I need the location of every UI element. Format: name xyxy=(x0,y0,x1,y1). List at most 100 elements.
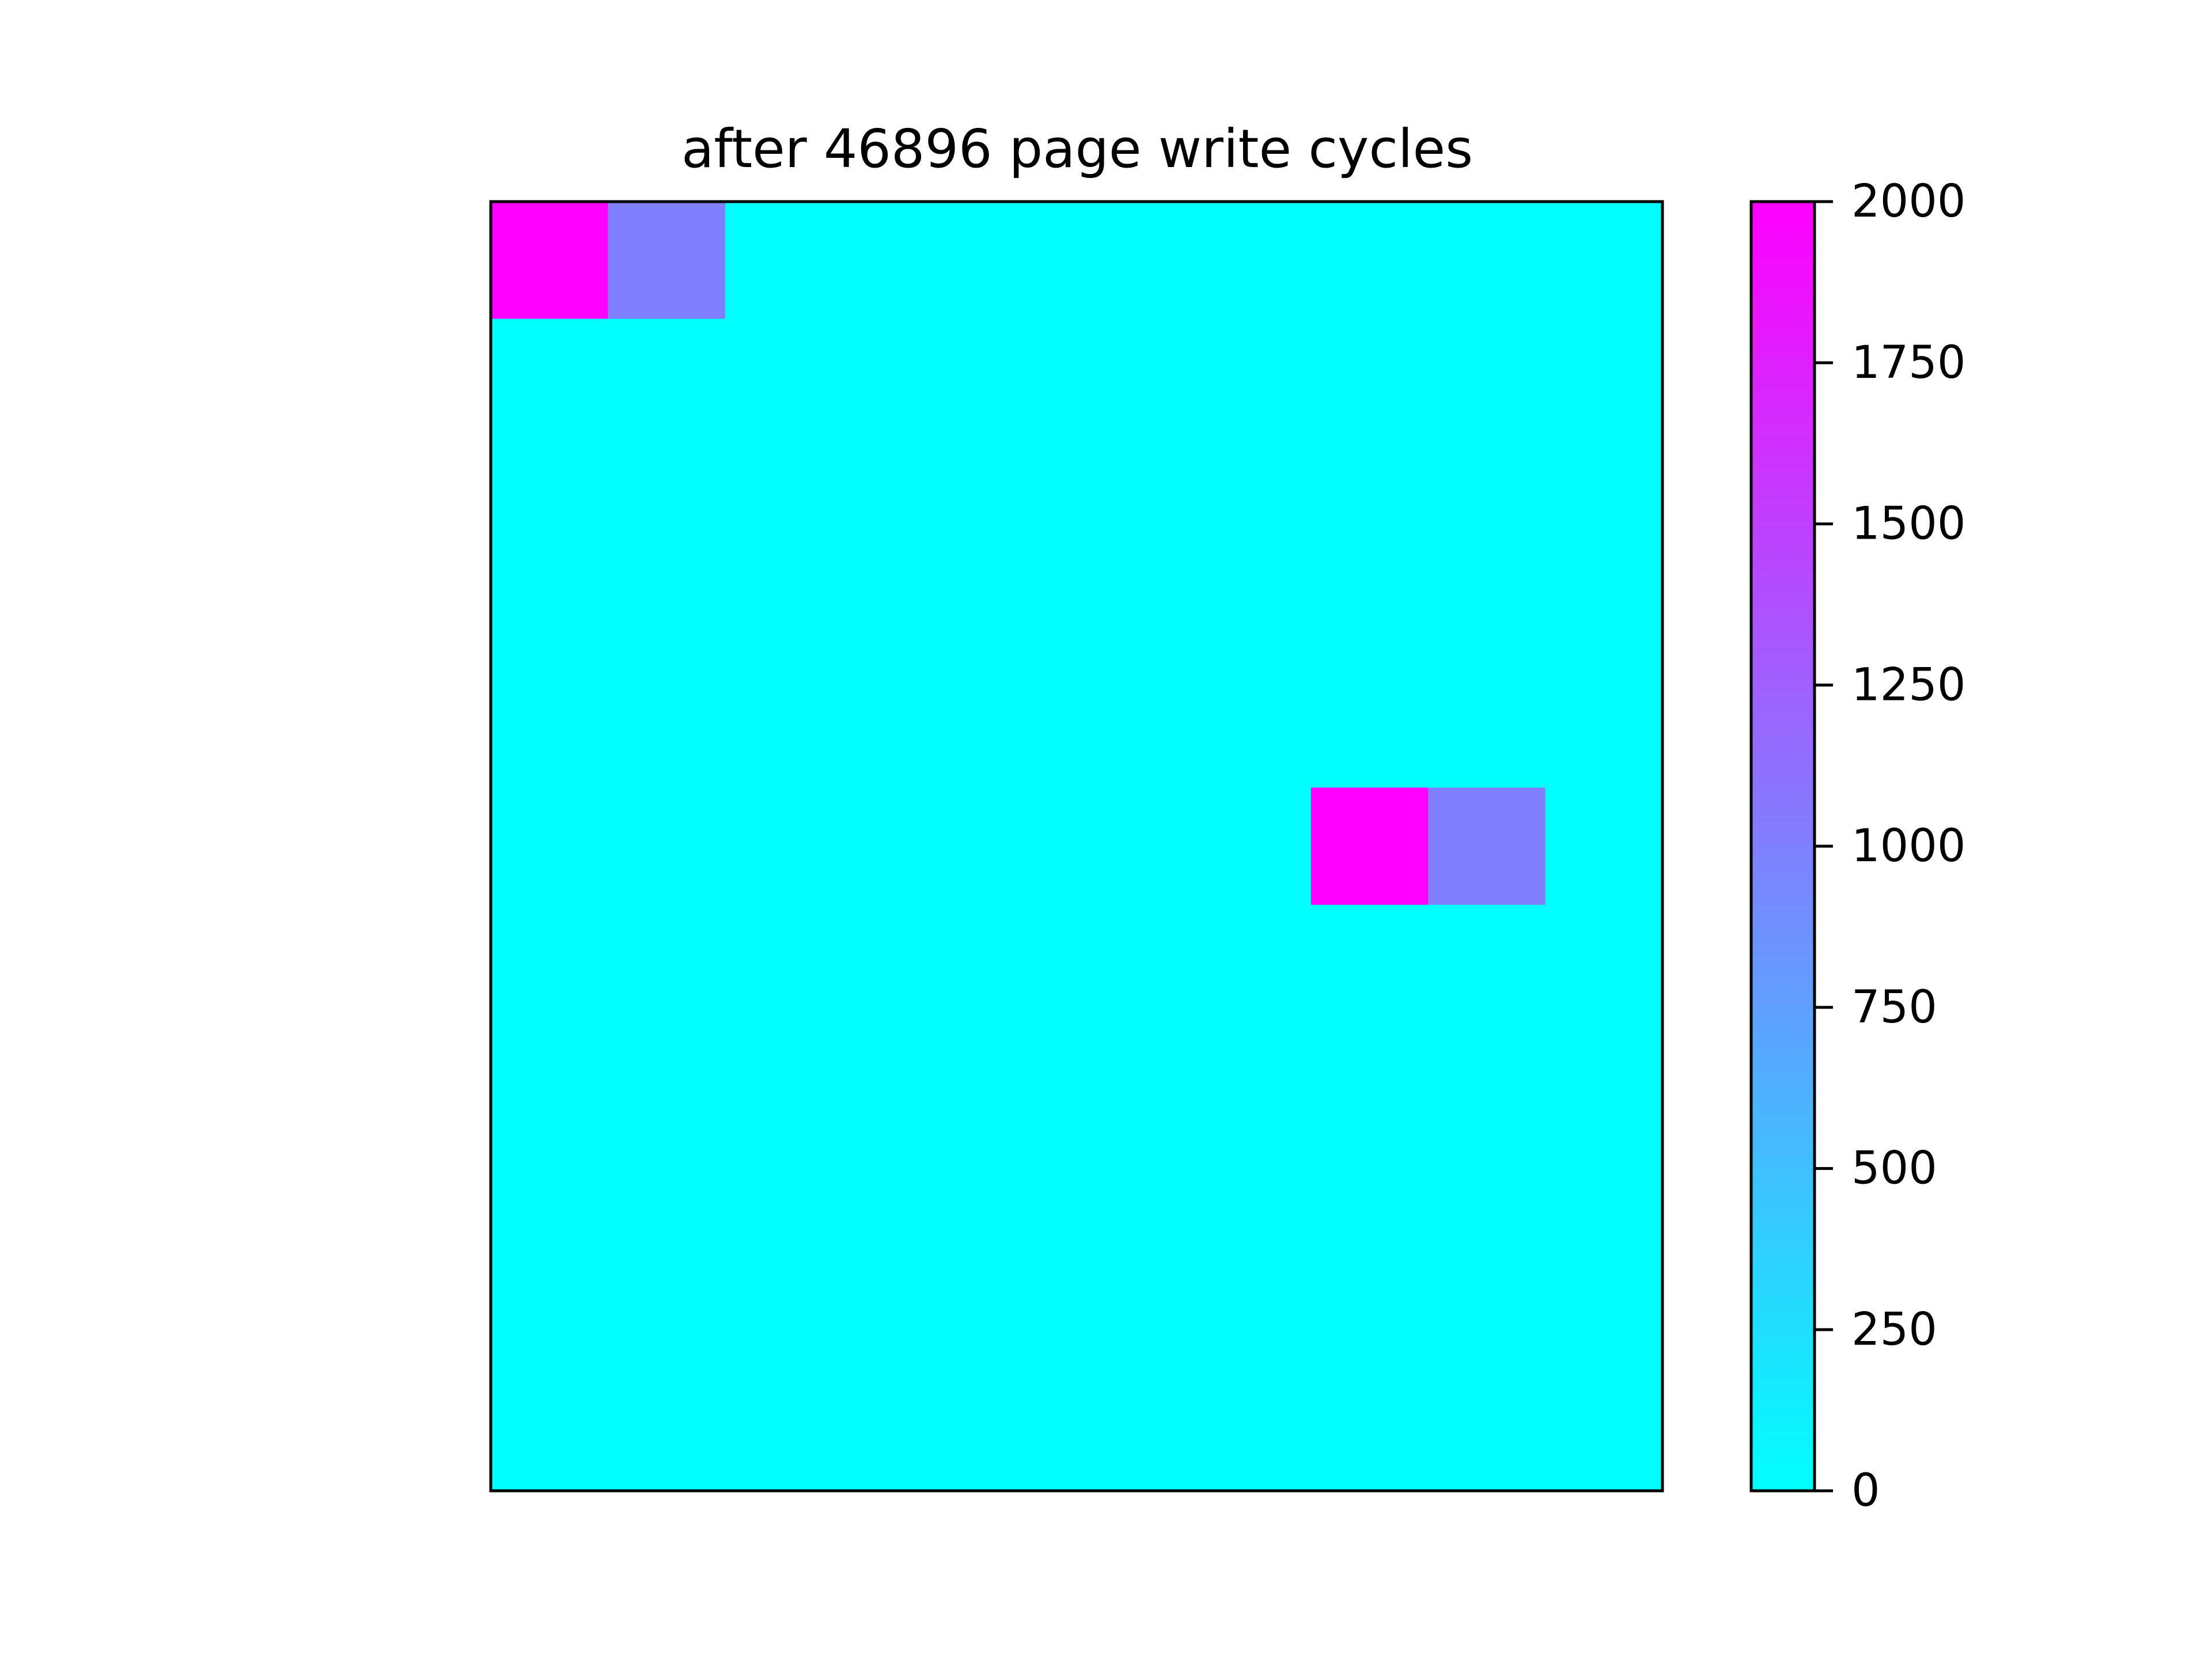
heatmap-cell-r1-c9 xyxy=(1545,319,1663,437)
heatmap-cell-r0-c0 xyxy=(491,202,608,320)
heatmap-cell-r8-c7 xyxy=(1310,1139,1429,1257)
heatmap-cell-r3-c7 xyxy=(1310,553,1429,671)
colorbar-tick-label-2000: 2000 xyxy=(1851,176,1966,228)
heatmap-cell-r1-c5 xyxy=(1077,319,1194,437)
heatmap-cell-r3-c4 xyxy=(959,553,1077,671)
heatmap-cell-r5-c0 xyxy=(491,787,608,906)
heatmap-cell-r3-c9 xyxy=(1545,553,1663,671)
heatmap-cell-r2-c9 xyxy=(1545,435,1663,554)
heatmap-cell-r10-c6 xyxy=(1194,1373,1312,1491)
heatmap-cell-r0-c8 xyxy=(1428,202,1546,320)
heatmap-cell-r9-c8 xyxy=(1428,1256,1546,1374)
heatmap-cell-r3-c0 xyxy=(491,553,608,671)
heatmap-cell-r9-c6 xyxy=(1194,1256,1312,1374)
heatmap-cell-r10-c5 xyxy=(1077,1373,1194,1491)
heatmap-cell-r9-c5 xyxy=(1077,1256,1194,1374)
heatmap-cell-r6-c9 xyxy=(1545,904,1663,1022)
heatmap-cell-r7-c2 xyxy=(725,1022,843,1140)
heatmap-cell-r2-c6 xyxy=(1194,435,1312,554)
heatmap-cell-r10-c0 xyxy=(491,1373,608,1491)
heatmap-cell-r8-c9 xyxy=(1545,1139,1663,1257)
heatmap-cell-r6-c7 xyxy=(1310,904,1429,1022)
heatmap-cell-r10-c4 xyxy=(959,1373,1077,1491)
heatmap-cell-r3-c1 xyxy=(608,553,726,671)
heatmap-cell-r1-c3 xyxy=(842,319,960,437)
heatmap-cell-r6-c8 xyxy=(1428,904,1546,1022)
heatmap-cell-r6-c5 xyxy=(1077,904,1194,1022)
heatmap-cell-r10-c3 xyxy=(842,1373,960,1491)
heatmap-cell-r6-c3 xyxy=(842,904,960,1022)
heatmap-cell-r8-c4 xyxy=(959,1139,1077,1257)
heatmap-cell-r5-c2 xyxy=(725,787,843,906)
heatmap-cell-r1-c4 xyxy=(959,319,1077,437)
colorbar-ticks: 0 250 500 750 1000 1250 1500 1750 2000 xyxy=(1815,176,1966,1517)
heatmap-cell-r5-c3 xyxy=(842,787,960,906)
heatmap-cell-r8-c5 xyxy=(1077,1139,1194,1257)
heatmap-cell-r3-c8 xyxy=(1428,553,1546,671)
heatmap-cell-r3-c2 xyxy=(725,553,843,671)
heatmap-cell-r5-c5 xyxy=(1077,787,1194,906)
heatmap-cell-r3-c3 xyxy=(842,553,960,671)
heatmap-cell-r5-c8 xyxy=(1428,787,1546,906)
heatmap-cell-r4-c3 xyxy=(842,670,960,788)
heatmap-cell-r9-c9 xyxy=(1545,1256,1663,1374)
heatmap-cell-r8-c8 xyxy=(1428,1139,1546,1257)
heatmap-cell-r2-c2 xyxy=(725,435,843,554)
heatmap-cell-r4-c6 xyxy=(1194,670,1312,788)
heatmap-cell-r4-c1 xyxy=(608,670,726,788)
heatmap-cell-r8-c0 xyxy=(491,1139,608,1257)
heatmap-cell-r8-c6 xyxy=(1194,1139,1312,1257)
heatmap-cell-r10-c8 xyxy=(1428,1373,1546,1491)
heatmap-cell-r5-c7 xyxy=(1310,787,1429,906)
heatmap-cell-r6-c2 xyxy=(725,904,843,1022)
colorbar-tick-label-0: 0 xyxy=(1851,1465,1880,1517)
heatmap-cell-r6-c6 xyxy=(1194,904,1312,1022)
heatmap-cell-r6-c0 xyxy=(491,904,608,1022)
heatmap-cell-r4-c4 xyxy=(959,670,1077,788)
colorbar-tick-label-1250: 1250 xyxy=(1851,659,1966,711)
heatmap-cell-r2-c3 xyxy=(842,435,960,554)
heatmap-cell-r9-c0 xyxy=(491,1256,608,1374)
heatmap-cell-r3-c6 xyxy=(1194,553,1312,671)
heatmap-cell-r7-c4 xyxy=(959,1022,1077,1140)
heatmap-cell-r4-c9 xyxy=(1545,670,1663,788)
heatmap-cell-r0-c2 xyxy=(725,202,843,320)
colorbar-tick-label-250: 250 xyxy=(1851,1304,1937,1355)
heatmap-cell-r9-c2 xyxy=(725,1256,843,1374)
heatmap-cell-r1-c2 xyxy=(725,319,843,437)
heatmap-cell-r10-c7 xyxy=(1310,1373,1429,1491)
heatmap-cell-r2-c7 xyxy=(1310,435,1429,554)
heatmap-cell-r4-c8 xyxy=(1428,670,1546,788)
heatmap-cell-r9-c1 xyxy=(608,1256,726,1374)
heatmap-cell-r10-c1 xyxy=(608,1373,726,1491)
colorbar-tick-label-1000: 1000 xyxy=(1851,820,1966,872)
colorbar-tick-label-750: 750 xyxy=(1851,982,1937,1033)
heatmap-cell-r9-c7 xyxy=(1310,1256,1429,1374)
heatmap-cell-r2-c4 xyxy=(959,435,1077,554)
heatmap-cell-r0-c3 xyxy=(842,202,960,320)
heatmap-cell-r6-c4 xyxy=(959,904,1077,1022)
colorbar-tick-label-1750: 1750 xyxy=(1851,337,1966,389)
heatmap-cell-r0-c6 xyxy=(1194,202,1312,320)
heatmap-cell-r3-c5 xyxy=(1077,553,1194,671)
heatmap-cell-r2-c0 xyxy=(491,435,608,554)
heatmap-cell-r8-c3 xyxy=(842,1139,960,1257)
heatmap-cell-r7-c6 xyxy=(1194,1022,1312,1140)
heatmap-cell-r5-c1 xyxy=(608,787,726,906)
heatmap-cell-r7-c8 xyxy=(1428,1022,1546,1140)
chart-title: after 46896 page write cycles xyxy=(681,118,1473,180)
heatmap-cell-r4-c5 xyxy=(1077,670,1194,788)
colorbar xyxy=(1749,200,1816,1493)
heatmap-cell-r9-c4 xyxy=(959,1256,1077,1374)
heatmap-cell-r1-c7 xyxy=(1310,319,1429,437)
heatmap-cell-r1-c6 xyxy=(1194,319,1312,437)
heatmap-cell-r7-c9 xyxy=(1545,1022,1663,1140)
heatmap-cell-r0-c7 xyxy=(1310,202,1429,320)
heatmap-cell-r5-c4 xyxy=(959,787,1077,906)
heatmap-cell-r4-c0 xyxy=(491,670,608,788)
heatmap-cell-r7-c5 xyxy=(1077,1022,1194,1140)
heatmap-cell-r1-c1 xyxy=(608,319,726,437)
heatmap-cell-r9-c3 xyxy=(842,1256,960,1374)
heatmap-cell-r1-c8 xyxy=(1428,319,1546,437)
